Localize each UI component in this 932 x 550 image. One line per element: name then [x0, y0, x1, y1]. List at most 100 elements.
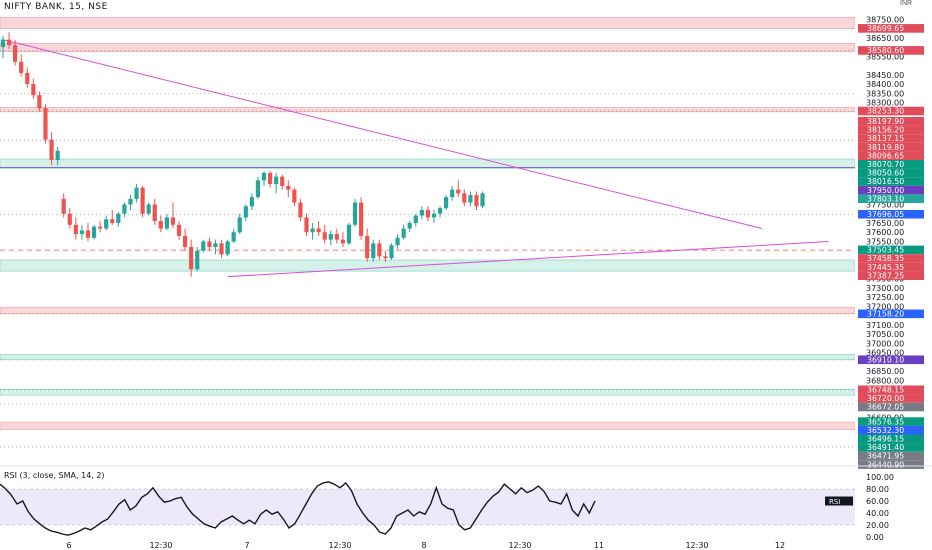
level-label-badge	[858, 402, 924, 412]
rsi-band	[0, 489, 855, 525]
candle-body	[237, 217, 242, 233]
price-tick-label: 37600.00	[866, 228, 904, 237]
time-tick-label: 12:30	[685, 541, 708, 550]
candle-body	[274, 176, 279, 185]
candle-body	[298, 202, 303, 218]
candle-body	[456, 189, 461, 194]
candles	[0, 32, 485, 277]
candle-body	[25, 72, 30, 85]
candle-body	[110, 219, 115, 223]
price-tick-label: 38400.00	[866, 80, 904, 89]
candle-body	[292, 189, 297, 203]
candle-body	[207, 241, 212, 248]
level-label-badge	[858, 125, 924, 135]
price-tick-label: 38650.00	[866, 34, 904, 43]
level-label-badge	[858, 355, 924, 365]
level-label-text: 38580.60	[867, 46, 904, 55]
level-label-text: 38253.30	[867, 107, 904, 116]
trendlines	[2, 39, 829, 278]
candle-body	[395, 237, 400, 246]
level-label-badge	[858, 443, 924, 452]
level-label-badge	[858, 254, 924, 263]
candle-body	[359, 202, 364, 236]
rsi-tick-label: 20.00	[866, 521, 889, 530]
candle-body	[419, 210, 424, 216]
candle-body	[85, 230, 91, 238]
candle-body	[383, 256, 388, 259]
candle-body	[67, 213, 72, 225]
level-label-text: 37696.05	[867, 210, 904, 219]
level-label-text: 38156.20	[867, 126, 904, 135]
candle-body	[310, 228, 315, 233]
currency-label: INR	[900, 0, 913, 7]
time-tick-label: 7	[244, 541, 249, 550]
level-label-text: 36720.00	[867, 394, 904, 403]
level-label-badge	[858, 142, 924, 152]
price-tick-label: 37550.00	[866, 237, 904, 246]
candle-body	[122, 204, 127, 214]
level-label-badge	[858, 417, 924, 426]
rsi-tick-label: 80.00	[866, 485, 889, 494]
price-tick-label: 37750.00	[866, 200, 904, 209]
level-label-badge	[858, 245, 924, 255]
level-label-text: 37503.45	[867, 246, 904, 255]
candle-body	[19, 61, 24, 73]
time-tick-label: 12	[775, 541, 785, 550]
candle-body	[413, 215, 418, 223]
candle-body	[0, 39, 6, 48]
rsi-pane: 100.00 80.00 60.00 40.00 20.00 0.00 RSI	[0, 465, 932, 542]
level-label-text: 37458.35	[867, 254, 904, 263]
level-label-text: 36491.40	[867, 443, 904, 452]
candle-body	[389, 245, 394, 259]
level-label-text: 37445.35	[867, 263, 904, 272]
level-label-text: 37387.25	[867, 271, 904, 280]
candle-body	[31, 84, 36, 96]
rsi-tick-label: 100.00	[866, 473, 894, 482]
rsi-tick-label: 40.00	[866, 509, 889, 518]
level-label-text: 38137.15	[867, 134, 904, 143]
level-label-text: 36748.15	[867, 385, 904, 394]
time-tick-label: 12:30	[328, 541, 351, 550]
candle-body	[243, 206, 248, 218]
rsi-badge-text: RSI	[829, 498, 840, 506]
candle-body	[377, 243, 382, 257]
candle-body	[37, 95, 42, 109]
candle-body	[225, 241, 230, 255]
candle-body	[480, 193, 485, 207]
rsi-tick-label: 60.00	[866, 497, 889, 506]
candle-body	[407, 222, 412, 229]
candle-body	[425, 210, 430, 218]
level-label-text: 37158.20	[867, 310, 904, 319]
candle-body	[462, 193, 467, 203]
price-tick-label: 38550.00	[866, 52, 904, 61]
candle-body	[401, 228, 406, 238]
level-lines	[0, 28, 855, 448]
candle-body	[249, 197, 254, 207]
time-tick-label: 8	[421, 541, 426, 550]
zone-demand	[0, 354, 856, 360]
level-label-badge	[858, 209, 924, 219]
level-label-text: 37950.00	[867, 186, 904, 195]
candle-body	[328, 234, 333, 240]
zone-demand	[0, 259, 856, 272]
candle-body	[170, 217, 176, 225]
candle-body	[73, 224, 78, 235]
candle-body	[231, 232, 236, 242]
candle-body	[49, 139, 54, 160]
level-label-text: 38050.60	[867, 169, 904, 178]
candle-body	[183, 235, 188, 248]
level-labels: 38699.65 38580.60 38253.3038197.9038156.20…	[858, 24, 924, 469]
level-label-text: 36672.05	[867, 403, 904, 412]
candle-body	[152, 204, 157, 222]
candle-body	[13, 45, 18, 62]
level-label-badge	[858, 460, 924, 469]
level-label-badge	[858, 309, 924, 319]
level-label-text: 36471.95	[867, 452, 904, 461]
level-label-badge	[858, 185, 924, 195]
level-label-text: 38119.80	[867, 143, 904, 152]
candle-body	[371, 243, 376, 259]
candle-body	[444, 197, 449, 209]
rsi-tick-label: 0.00	[866, 533, 884, 542]
price-tick-label: 37000.00	[866, 339, 904, 348]
